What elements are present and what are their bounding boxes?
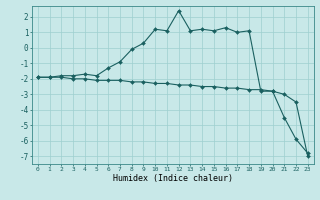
X-axis label: Humidex (Indice chaleur): Humidex (Indice chaleur) — [113, 174, 233, 183]
